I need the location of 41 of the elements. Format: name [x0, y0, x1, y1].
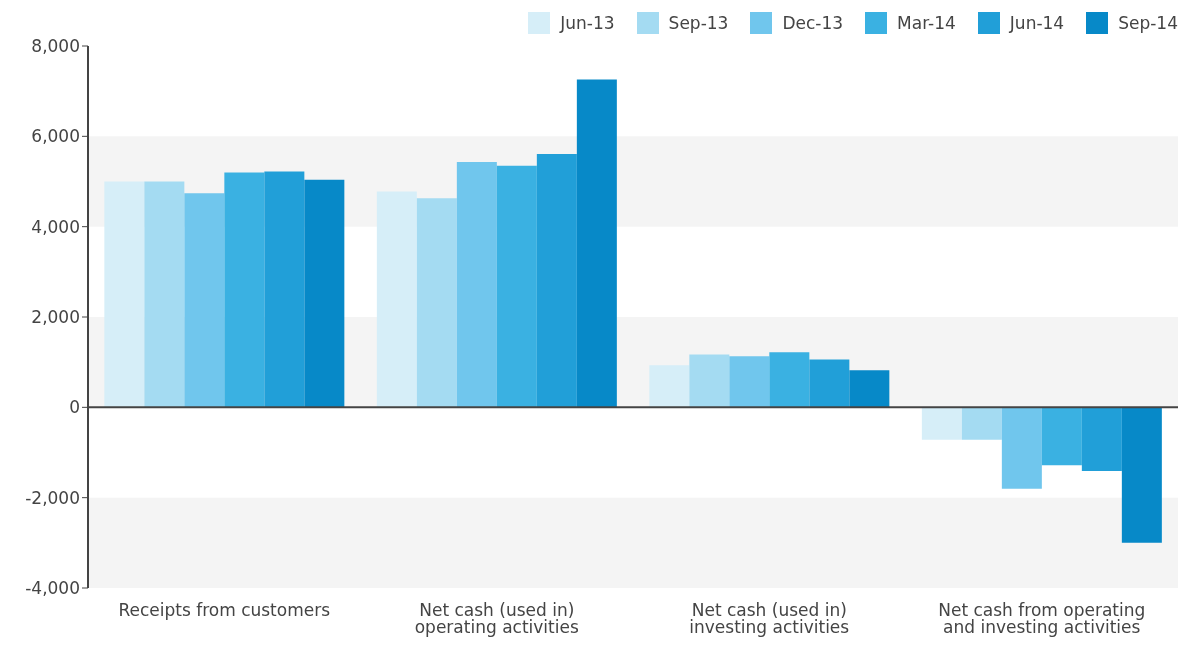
bar: [496, 165, 537, 408]
legend-label: Jun-14: [1009, 13, 1065, 33]
bar: [1121, 407, 1162, 543]
bar: [536, 153, 577, 408]
y-tick-label: -2,000: [25, 487, 80, 508]
bar: [456, 162, 497, 408]
bar: [104, 181, 145, 408]
bar: [921, 407, 962, 440]
x-tick-label: Receipts from customers: [118, 600, 331, 621]
bar: [1041, 407, 1082, 466]
bar: [224, 172, 265, 408]
y-tick-label: 4,000: [31, 216, 80, 237]
y-tick-label: 8,000: [31, 36, 80, 57]
legend-label: Mar-14: [897, 13, 956, 33]
bar: [729, 356, 770, 408]
bar: [144, 181, 185, 408]
bar: [961, 407, 1002, 440]
bar: [1081, 407, 1122, 472]
y-tick-label: 2,000: [31, 307, 80, 328]
bar: [1001, 407, 1042, 489]
bar: [689, 354, 730, 408]
bar: [376, 191, 417, 408]
bar: [769, 352, 810, 408]
y-tick-label: -4,000: [25, 578, 80, 599]
bar: [184, 193, 225, 408]
y-tick-label: 6,000: [31, 126, 80, 147]
bar: [304, 179, 345, 408]
legend-label: Sep-13: [668, 13, 729, 33]
legend-label: Sep-14: [1118, 13, 1178, 33]
x-tick-label: Net cash (used in) investing activities: [689, 600, 850, 638]
x-tick-label: Net cash (used in) operating activities: [414, 600, 579, 638]
bar: [849, 370, 890, 408]
legend-label: Dec-13: [782, 13, 844, 33]
y-tick-label: 0: [69, 397, 80, 418]
bar: [649, 365, 690, 408]
bar: [809, 359, 850, 408]
x-tick-label: Net cash from operating and investing activities: [938, 600, 1146, 638]
bar: [416, 198, 457, 408]
legend-label: Jun-13: [560, 13, 615, 33]
bar: [264, 171, 305, 408]
bar: [576, 79, 617, 408]
